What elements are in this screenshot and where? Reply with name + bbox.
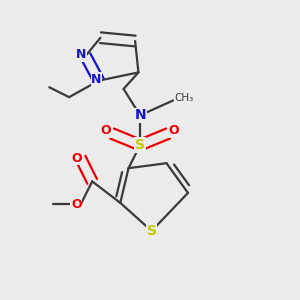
Text: N: N [134, 108, 146, 122]
Text: S: S [135, 138, 145, 152]
Text: O: O [71, 198, 82, 211]
Text: N: N [76, 48, 86, 61]
Text: CH₃: CH₃ [175, 93, 194, 103]
Text: O: O [169, 124, 179, 137]
Text: N: N [91, 73, 102, 86]
Text: S: S [147, 224, 157, 238]
Text: O: O [101, 124, 111, 137]
Text: O: O [71, 152, 82, 165]
